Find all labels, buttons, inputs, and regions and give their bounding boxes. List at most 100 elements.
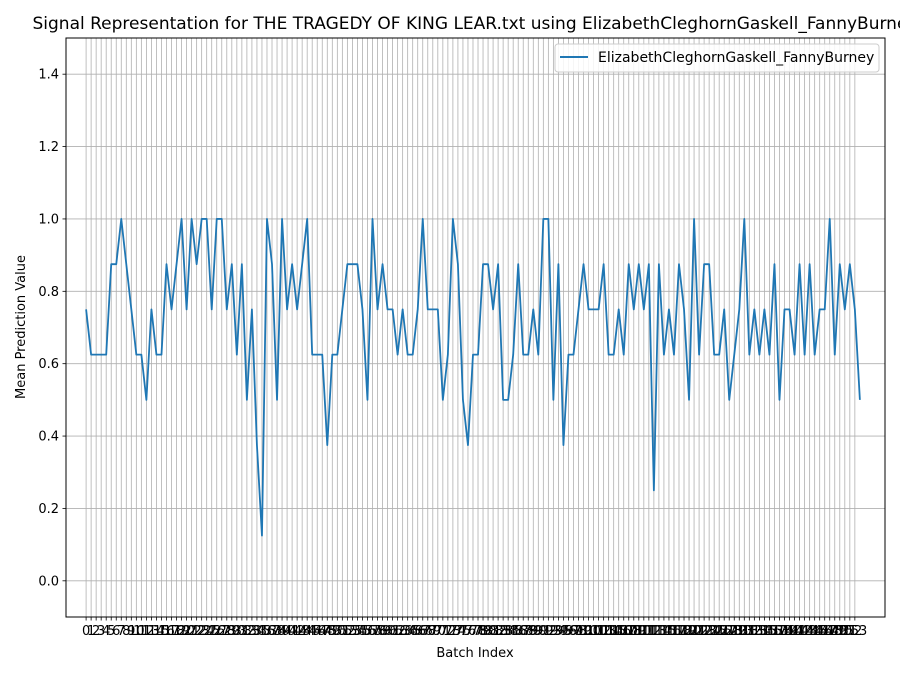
x-tick-label: 28 [219, 624, 236, 639]
legend: ElizabethCleghornGaskell_FannyBurney [554, 43, 880, 73]
x-tick-label: 50 [329, 624, 346, 639]
x-tick-label: 26 [208, 624, 225, 639]
x-tick-label: 114 [646, 624, 671, 639]
x-tick-label: 81 [485, 624, 502, 639]
x-tick-label: 47 [314, 624, 331, 639]
x-tick-label: 23 [193, 624, 210, 639]
x-tick-label: 10 [128, 624, 145, 639]
x-tick-label: 96 [560, 624, 577, 639]
x-tick-label: 138 [767, 624, 792, 639]
x-tick-label: 113 [641, 624, 666, 639]
x-tick-label: 104 [596, 624, 621, 639]
x-tick-label: 59 [374, 624, 391, 639]
x-tick-label: 18 [168, 624, 185, 639]
x-tick-label: 133 [742, 624, 767, 639]
x-tick-label: 16 [158, 624, 175, 639]
x-tick-label: 140 [777, 624, 802, 639]
x-tick-label: 120 [677, 624, 702, 639]
x-tick-label: 64 [399, 624, 416, 639]
x-tick-label: 100 [576, 624, 601, 639]
x-tick-label: 150 [827, 624, 852, 639]
x-tick-label: 8 [122, 624, 130, 639]
x-tick-label: 141 [782, 624, 807, 639]
x-tick-label: 117 [662, 624, 687, 639]
x-tick-label: 126 [707, 624, 732, 639]
y-tick-label: 0.0 [38, 574, 59, 589]
x-tick-label: 24 [198, 624, 215, 639]
x-tick-label: 137 [762, 624, 787, 639]
x-tick-label: 142 [787, 624, 812, 639]
x-axis-label: Batch Index [436, 646, 514, 661]
x-tick-label: 34 [249, 624, 266, 639]
x-tick-label: 21 [183, 624, 200, 639]
x-tick-label: 12 [138, 624, 155, 639]
grid [66, 38, 885, 617]
x-tick-label: 42 [289, 624, 306, 639]
x-tick-label: 60 [379, 624, 396, 639]
x-tick-label: 125 [702, 624, 727, 639]
x-tick-label: 118 [667, 624, 692, 639]
x-tick-label: 83 [495, 624, 512, 639]
x-tick-label: 94 [550, 624, 567, 639]
x-tick-label: 52 [339, 624, 356, 639]
y-tick-label: 0.6 [38, 357, 59, 372]
y-tick-label: 1.4 [38, 68, 59, 83]
x-tick-label: 149 [822, 624, 847, 639]
x-tick-label: 130 [727, 624, 752, 639]
x-tick-label: 39 [274, 624, 291, 639]
x-tick-label: 92 [540, 624, 557, 639]
x-tick-label: 90 [530, 624, 547, 639]
x-tick-label: 79 [475, 624, 492, 639]
x-tick-label: 2 [92, 624, 100, 639]
x-tick-label: 87 [515, 624, 532, 639]
x-tick-label: 69 [425, 624, 442, 639]
x-tick-label: 152 [837, 624, 862, 639]
x-tick-label: 77 [465, 624, 482, 639]
y-tick-label: 0.8 [38, 285, 59, 300]
x-tick-label: 144 [797, 624, 822, 639]
y-tick-label: 0.4 [38, 430, 59, 445]
x-tick-label: 74 [450, 624, 467, 639]
x-tick-label: 109 [621, 624, 646, 639]
x-tick-label: 98 [570, 624, 587, 639]
x-tick-label: 84 [500, 624, 517, 639]
y-tick-label: 1.0 [38, 212, 59, 227]
x-tick-label: 32 [239, 624, 256, 639]
x-tick-label: 116 [657, 624, 682, 639]
x-tick-label: 48 [319, 624, 336, 639]
x-tick-label: 49 [324, 624, 341, 639]
x-tick-label: 136 [757, 624, 782, 639]
x-tick-label: 31 [234, 624, 251, 639]
x-tick-label: 63 [394, 624, 411, 639]
x-tick-label: 147 [812, 624, 837, 639]
x-tick-label: 3 [97, 624, 105, 639]
x-tick-label: 108 [616, 624, 641, 639]
x-tick-label: 135 [752, 624, 777, 639]
x-tick-label: 9 [127, 624, 135, 639]
ticks: 0123456789101112131415161718192021222324… [38, 68, 867, 639]
x-tick-label: 93 [545, 624, 562, 639]
x-tick-label: 73 [445, 624, 462, 639]
x-tick-label: 68 [419, 624, 436, 639]
x-tick-label: 128 [717, 624, 742, 639]
x-tick-label: 146 [807, 624, 832, 639]
x-tick-label: 82 [490, 624, 507, 639]
x-tick-label: 4 [102, 624, 110, 639]
y-tick-label: 1.2 [38, 140, 59, 155]
x-tick-label: 123 [692, 624, 717, 639]
x-tick-label: 129 [722, 624, 747, 639]
x-tick-label: 85 [505, 624, 522, 639]
plot-frame [65, 37, 886, 618]
x-tick-label: 29 [224, 624, 241, 639]
x-tick-label: 76 [460, 624, 477, 639]
y-axis-label: Mean Prediction Value [14, 255, 29, 399]
x-tick-label: 55 [354, 624, 371, 639]
x-tick-label: 95 [555, 624, 572, 639]
x-tick-label: 11 [133, 624, 150, 639]
x-tick-label: 145 [802, 624, 827, 639]
x-tick-label: 56 [359, 624, 376, 639]
x-tick-label: 14 [148, 624, 165, 639]
x-tick-label: 66 [409, 624, 426, 639]
y-tick-label: 0.2 [38, 502, 59, 517]
